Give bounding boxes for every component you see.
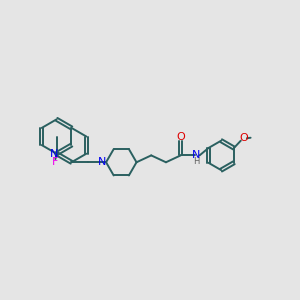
Text: N: N (98, 157, 106, 167)
Text: N: N (50, 149, 58, 159)
Text: O: O (240, 133, 248, 143)
Text: N: N (192, 150, 200, 160)
Text: H: H (193, 157, 199, 166)
Text: F: F (52, 157, 58, 167)
Text: O: O (176, 132, 185, 142)
